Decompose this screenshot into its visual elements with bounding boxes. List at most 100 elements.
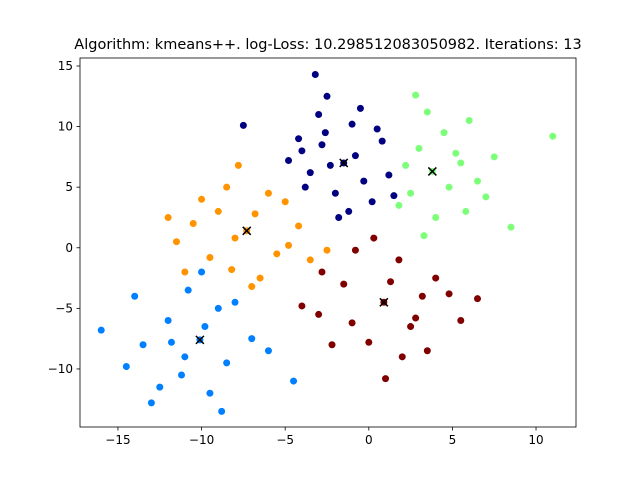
point [264,189,272,197]
y-tick-label: 10 [58,120,73,134]
point [156,383,164,391]
point [331,189,339,197]
point [228,266,236,274]
point [432,274,440,282]
point [206,253,214,261]
point [201,323,209,331]
point [457,316,465,324]
point [218,407,226,415]
point [273,250,281,258]
point [295,222,303,230]
point [223,183,231,191]
point [147,399,155,407]
point [348,319,356,327]
point [418,292,426,300]
point [248,283,256,291]
point [198,268,206,276]
point [290,377,298,385]
axes-frame [79,57,577,428]
point [306,169,314,177]
point [281,198,289,206]
point [457,159,465,167]
point [251,210,259,218]
point [231,234,239,242]
y-tick-label: −10 [48,362,73,376]
point [285,157,293,165]
point [178,371,186,379]
y-tick-label: 0 [65,241,73,255]
point [318,141,326,149]
point [234,161,242,169]
point [412,314,420,322]
point [239,121,247,129]
point [256,274,264,282]
point [328,341,336,349]
point [315,310,323,318]
point [311,70,319,78]
point [474,295,482,303]
x-tick-label: 5 [449,433,457,447]
point [423,347,431,355]
point [301,183,309,191]
point [373,125,381,133]
centroid-marker [427,166,437,176]
point [164,316,172,324]
point [507,223,515,231]
x-tick-label: 10 [528,433,543,447]
point [122,363,130,371]
point [340,280,348,288]
y-tick-label: 5 [65,180,73,194]
point [423,108,431,116]
plot-area [97,70,557,415]
centroid-marker [195,335,205,345]
centroid-marker [339,158,349,168]
point [264,347,272,355]
point [382,375,390,383]
point [206,389,214,397]
point [198,195,206,203]
point [415,144,423,152]
point [407,189,415,197]
point [465,117,473,125]
point [395,201,403,209]
chart-title: Algorithm: kmeans++. log-Loss: 10.298512… [74,37,581,53]
point [445,183,453,191]
point [167,338,175,346]
point [326,161,334,169]
point [348,120,356,128]
point [402,161,410,169]
point [351,246,359,254]
point [323,92,331,100]
y-tick-label: 15 [58,59,73,73]
point [345,207,353,215]
point [407,323,415,331]
point [164,213,172,221]
point [462,207,470,215]
point [412,91,420,99]
point [223,359,231,367]
point [214,304,222,312]
point [248,335,256,343]
point [370,234,378,242]
point [474,177,482,185]
point [356,104,364,112]
point [390,192,398,200]
point [181,268,189,276]
point [351,152,359,160]
point [285,241,293,249]
point [306,256,314,264]
point [398,353,406,361]
point [181,353,189,361]
point [318,268,326,276]
point [295,135,303,143]
point [445,290,453,298]
point [420,232,428,240]
point [231,298,239,306]
point [482,193,490,201]
point [214,207,222,215]
point [298,302,306,310]
point [298,147,306,155]
point [97,326,105,334]
x-tick-label: 0 [365,433,373,447]
